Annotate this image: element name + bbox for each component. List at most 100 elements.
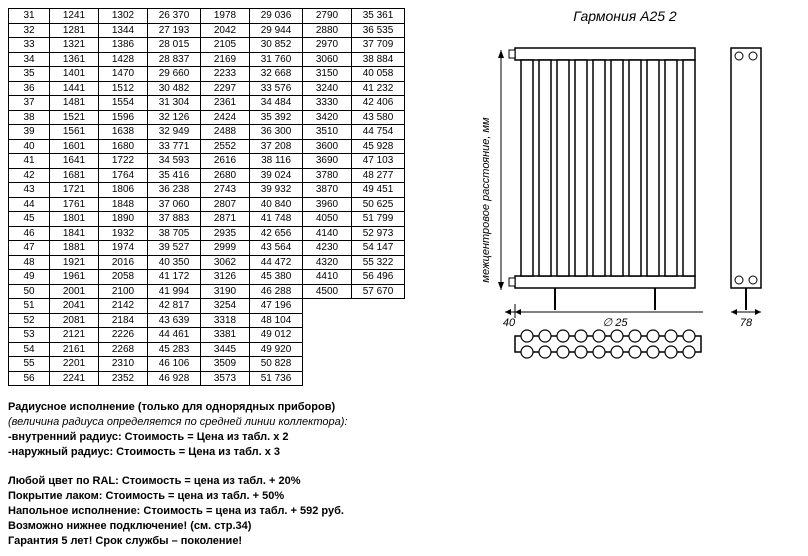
table-cell: 4050 [303,212,352,227]
table-cell: 1848 [99,197,148,212]
table-cell [352,328,405,343]
table-cell: 1241 [50,9,99,24]
table-cell: 4410 [303,270,352,285]
table-cell: 3690 [303,154,352,169]
table-cell: 44 [9,197,50,212]
table-cell [352,299,405,314]
table-cell: 1601 [50,139,99,154]
table-cell: 3126 [201,270,250,285]
table-cell: 1932 [99,226,148,241]
table-cell: 56 496 [352,270,405,285]
table-cell: 1881 [50,241,99,256]
table-cell: 35 [9,67,50,82]
table-cell: 50 625 [352,197,405,212]
table-cell: 48 [9,255,50,270]
table-cell: 2201 [50,357,99,372]
table-cell: 40 350 [148,255,201,270]
table-cell: 2310 [99,357,148,372]
table-cell: 1974 [99,241,148,256]
table-cell: 2161 [50,342,99,357]
table-cell: 33 771 [148,139,201,154]
table-cell: 1386 [99,38,148,53]
table-cell: 28 015 [148,38,201,53]
table-cell: 42 [9,168,50,183]
table-cell: 1764 [99,168,148,183]
table-cell: 46 928 [148,371,201,386]
table-cell: 33 576 [250,81,303,96]
table-cell: 4500 [303,284,352,299]
table-cell: 2880 [303,23,352,38]
table-cell: 40 058 [352,67,405,82]
table-cell: 31 760 [250,52,303,67]
table-cell: 2552 [201,139,250,154]
table-cell: 49 920 [250,342,303,357]
table-cell: 4320 [303,255,352,270]
table-cell: 1361 [50,52,99,67]
table-cell: 3509 [201,357,250,372]
table-cell: 49 012 [250,328,303,343]
table-cell: 3420 [303,110,352,125]
table-cell: 36 [9,81,50,96]
table-cell: 31 304 [148,96,201,111]
table-cell: 48 277 [352,168,405,183]
axis-label: межцентровое расстояние, мм [480,117,492,283]
table-cell: 37 060 [148,197,201,212]
table-cell: 36 300 [250,125,303,140]
table-cell: 35 416 [148,168,201,183]
table-cell: 2616 [201,154,250,169]
table-cell: 1921 [50,255,99,270]
table-cell: 2970 [303,38,352,53]
table-cell: 34 [9,52,50,67]
table-cell: 1721 [50,183,99,198]
table-cell: 2935 [201,226,250,241]
table-cell: 1281 [50,23,99,38]
table-cell: 37 709 [352,38,405,53]
table-cell: 2488 [201,125,250,140]
table-cell: 2016 [99,255,148,270]
note-line: (величина радиуса определяется по средне… [8,416,348,428]
table-cell: 43 580 [352,110,405,125]
table-cell: 1596 [99,110,148,125]
table-cell: 49 451 [352,183,405,198]
table-cell: 3381 [201,328,250,343]
table-cell [303,299,352,314]
table-cell [303,313,352,328]
table-cell: 43 639 [148,313,201,328]
table-cell: 1344 [99,23,148,38]
table-cell: 1481 [50,96,99,111]
table-cell [303,371,352,386]
table-cell: 32 949 [148,125,201,140]
table-cell: 46 288 [250,284,303,299]
table-cell: 43 [9,183,50,198]
table-cell: 37 208 [250,139,303,154]
table-cell: 2743 [201,183,250,198]
table-cell: 1978 [201,9,250,24]
table-cell: 55 322 [352,255,405,270]
table-cell: 2680 [201,168,250,183]
table-cell: 3060 [303,52,352,67]
table-cell: 1521 [50,110,99,125]
table-cell: 2352 [99,371,148,386]
table-cell: 2105 [201,38,250,53]
table-cell: 1554 [99,96,148,111]
table-cell: 28 837 [148,52,201,67]
table-cell: 44 461 [148,328,201,343]
table-cell: 2184 [99,313,148,328]
table-cell: 32 126 [148,110,201,125]
table-cell: 1321 [50,38,99,53]
table-cell: 46 [9,226,50,241]
table-cell: 1641 [50,154,99,169]
table-cell: 1561 [50,125,99,140]
table-cell: 51 799 [352,212,405,227]
table-cell: 29 944 [250,23,303,38]
table-cell: 2233 [201,67,250,82]
table-cell: 3445 [201,342,250,357]
table-cell: 4230 [303,241,352,256]
table-cell: 1638 [99,125,148,140]
table-cell: 2001 [50,284,99,299]
table-cell: 3254 [201,299,250,314]
table-cell: 29 036 [250,9,303,24]
table-cell: 50 828 [250,357,303,372]
table-cell: 26 370 [148,9,201,24]
table-cell: 44 754 [352,125,405,140]
